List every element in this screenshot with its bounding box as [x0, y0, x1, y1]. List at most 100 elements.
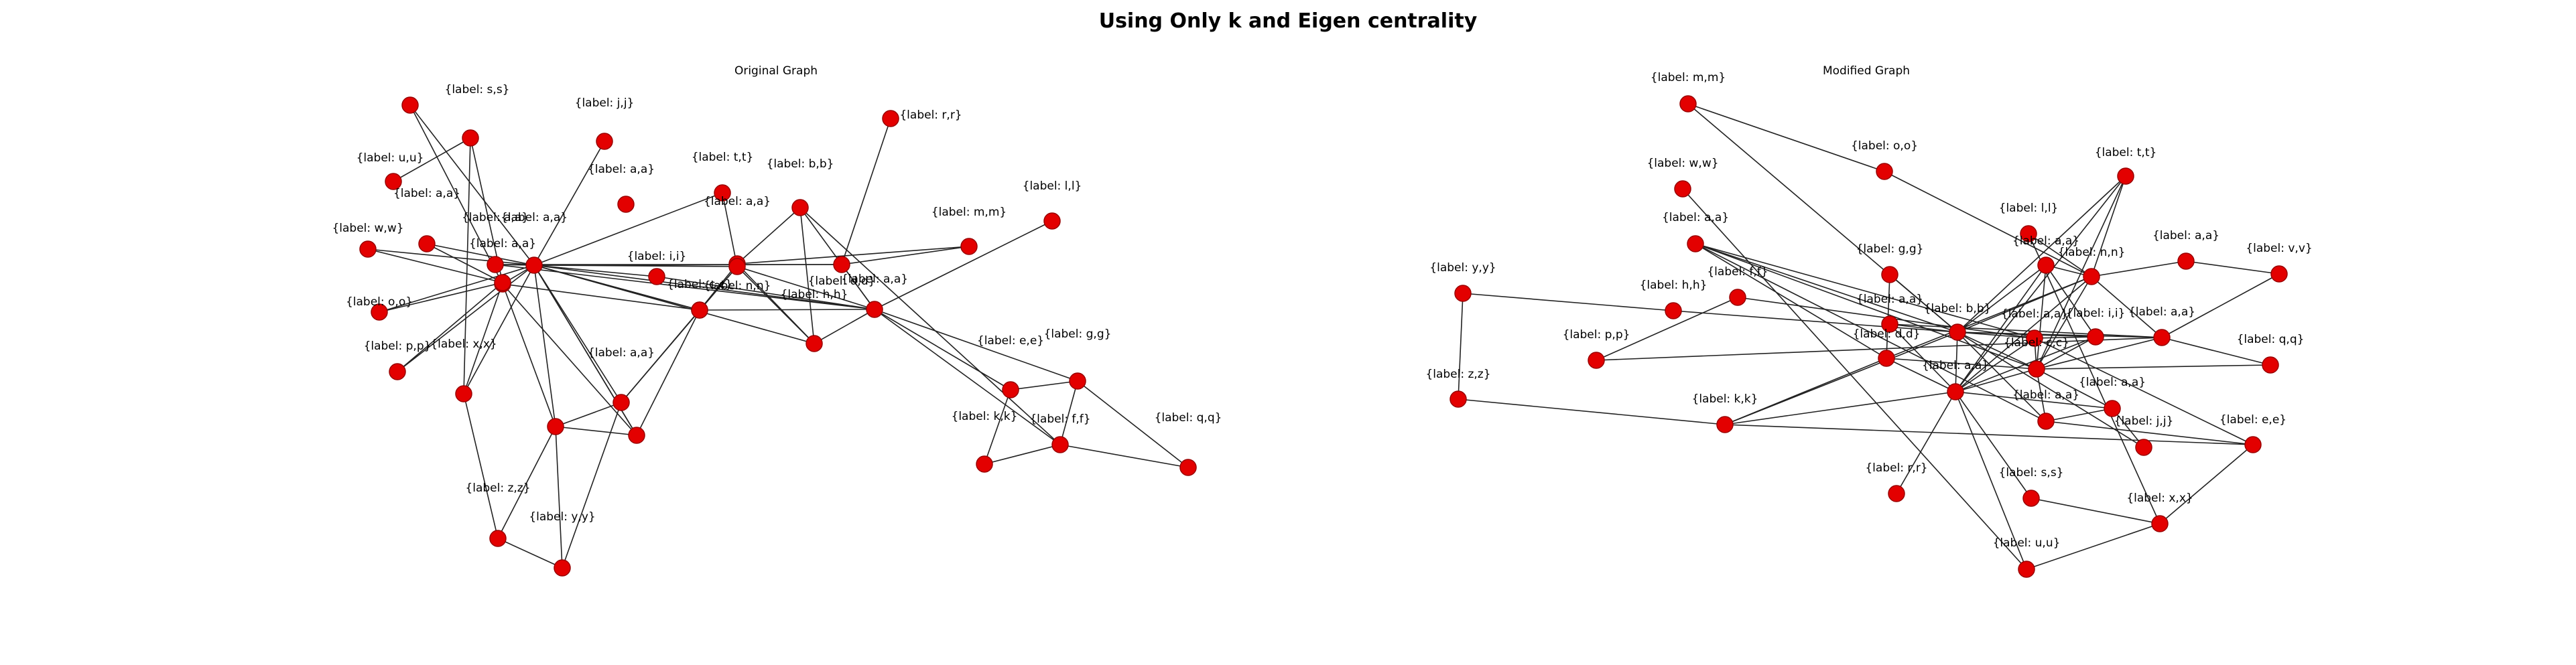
graph-edge [497, 426, 556, 539]
original-graph-edges [367, 104, 1189, 569]
graph-edge [367, 248, 535, 266]
modified-graph-title: Modified Graph [1822, 64, 1911, 78]
graph-edge [555, 426, 637, 436]
graph-edge [736, 246, 970, 265]
graph-edge [1059, 380, 1078, 445]
node-label: {label: s,s} [445, 83, 510, 96]
graph-edge [463, 137, 471, 394]
node-label: {label: p,p} [364, 340, 432, 353]
graph-node [648, 268, 665, 285]
graph-edge [502, 283, 556, 427]
node-label: {label: a,a} [462, 211, 529, 224]
node-label: {label: w,w} [332, 222, 403, 235]
graph-edge [1077, 380, 1189, 468]
graph-edge [463, 393, 499, 539]
original-graph-title: Original Graph [734, 64, 818, 78]
graph-node [371, 303, 388, 321]
graph-node [976, 455, 993, 473]
graph-edge [841, 118, 891, 265]
graph-node [494, 274, 511, 291]
figure-title: Using Only k and Eigen centrality [1098, 9, 1478, 33]
graph-edge [814, 309, 875, 344]
node-label: {label: g,g} [1044, 327, 1112, 341]
graph-edge [409, 104, 503, 285]
graph-node [866, 301, 883, 318]
graph-node [628, 427, 645, 444]
node-label: {label: n,n} [704, 279, 771, 293]
graph-edge [397, 265, 535, 372]
graph-edge [874, 309, 1061, 445]
graph-node [613, 394, 630, 411]
graph-edge [502, 283, 637, 436]
original-graph-nodes [359, 96, 1197, 577]
graph-node [714, 184, 731, 202]
graph-edge [533, 265, 622, 403]
graph-edge [1010, 380, 1078, 390]
graph-edge [426, 243, 503, 283]
graph-edge [463, 282, 503, 394]
graph-edge [984, 444, 1061, 465]
node-label: {label: t,t} [692, 151, 754, 164]
graph-edge [636, 309, 700, 436]
graph-node [617, 196, 635, 213]
node-label: {label: d,d} [808, 275, 876, 288]
node-label: {label: a,a} [501, 211, 568, 224]
node-label: {label: c,c} [667, 278, 732, 291]
graph-edge [502, 283, 700, 311]
graph-node [833, 256, 850, 273]
graph-node [401, 96, 419, 114]
graph-edge [799, 207, 1061, 445]
node-label: {label: f,f} [1029, 413, 1090, 426]
node-label: {label: z,z} [465, 482, 530, 495]
graph-node [385, 173, 402, 190]
graph-edge [379, 282, 503, 313]
graph-edge [426, 243, 535, 266]
graph-node [455, 385, 472, 402]
graph-edge [699, 309, 875, 311]
graph-edge [533, 192, 723, 266]
graph-node [806, 335, 823, 352]
node-label: {label: a,a} [704, 195, 771, 208]
original-graph-labels: {label: s,s} {label: j,j} {label: r,r} {lab… [332, 83, 1222, 524]
node-label: {label: a,a} [588, 346, 655, 360]
graph-edge [874, 309, 1078, 382]
graph-node [1179, 459, 1197, 476]
graph-edge [555, 426, 563, 569]
graph-node [1043, 212, 1061, 230]
graph-node [691, 301, 708, 319]
graph-edge [562, 402, 622, 569]
graph-node [418, 235, 436, 252]
graph-edge [533, 265, 875, 310]
graph-node [1002, 381, 1019, 398]
graph-node [1051, 436, 1069, 453]
graph-node [487, 256, 504, 273]
node-label: {label: y,y} [529, 510, 595, 524]
graph-edge [379, 265, 535, 313]
graph-edge [736, 263, 815, 344]
graph-edge [722, 192, 738, 267]
graph-node [791, 199, 809, 216]
node-label: {label: h,h} [781, 288, 848, 301]
graph-edge [736, 266, 875, 310]
node-label: {label: a,a} [588, 163, 655, 176]
graph-edge [736, 207, 801, 265]
node-label: {label: j,j} [575, 96, 635, 110]
graph-edge [1059, 444, 1189, 468]
graph-node [554, 559, 571, 577]
graph-node [359, 240, 377, 258]
graph-node [882, 110, 899, 127]
graph-edge [393, 137, 471, 182]
node-label: {label: a,a} [393, 187, 460, 200]
graph-node [728, 258, 746, 275]
graph-edge [984, 389, 1011, 465]
node-label: {label: b,b} [767, 157, 834, 171]
node-label: {label: k,k} [952, 410, 1018, 423]
node-label: {label: a,a} [841, 273, 908, 286]
graph-edge [533, 265, 657, 277]
node-label: {label: x,x} [430, 338, 497, 351]
graph-node [960, 238, 978, 255]
graph-edge [367, 248, 503, 283]
node-label: {label: e,e} [977, 334, 1044, 348]
node-label: {label: a,a} [469, 237, 536, 250]
